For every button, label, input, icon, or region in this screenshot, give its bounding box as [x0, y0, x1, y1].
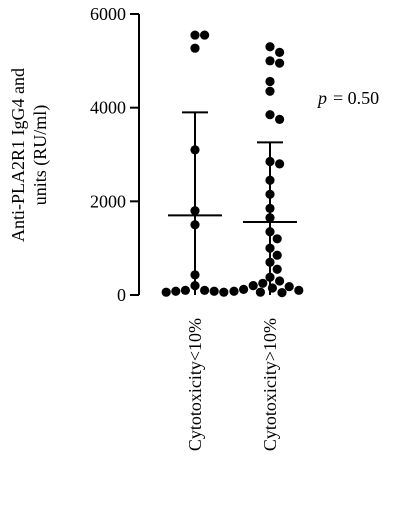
data-point — [275, 58, 285, 68]
data-point — [277, 288, 287, 298]
data-point — [272, 250, 282, 260]
data-point — [200, 30, 210, 40]
data-point — [200, 285, 210, 295]
data-point — [275, 47, 285, 58]
y-tick-label: 6000 — [90, 4, 126, 24]
annotation: p = 0.50 — [316, 88, 379, 108]
data-point — [284, 281, 294, 292]
data-point — [219, 287, 229, 297]
data-point — [265, 110, 275, 120]
y-label-line: Anti-PLA2R1 IgG4 and — [8, 68, 28, 242]
y-axis-label: Anti-PLA2R1 IgG4 and units (RU/ml) — [8, 68, 51, 242]
data-point — [265, 86, 275, 96]
x-tick-label: Cytotoxicity<10% — [185, 318, 205, 451]
y-tick-label: 0 — [117, 285, 126, 305]
y-tick-label: 4000 — [90, 98, 126, 118]
data-point — [265, 76, 275, 87]
data-point — [161, 287, 171, 297]
data-point — [265, 56, 275, 66]
annotation-variable: p — [316, 88, 327, 108]
x-tick-label: Cytotoxicity>10% — [260, 318, 280, 451]
data-point — [171, 286, 181, 296]
data-point — [190, 30, 200, 40]
data-point — [190, 43, 200, 53]
y-label-line: units (RU/ml) — [30, 105, 51, 206]
data-point — [229, 286, 239, 296]
data-point — [255, 287, 265, 297]
data-point — [239, 284, 249, 294]
data-point — [272, 264, 282, 274]
data-point — [272, 234, 282, 244]
data-point — [294, 285, 304, 295]
y-tick-label: 2000 — [90, 191, 126, 211]
data-point — [275, 114, 285, 124]
data-point — [258, 278, 268, 288]
data-point — [248, 281, 258, 291]
data-point — [275, 159, 285, 169]
data-point — [275, 276, 285, 286]
data-point — [180, 285, 190, 295]
annotation-text: = 0.50 — [333, 88, 379, 108]
data-point — [209, 286, 219, 296]
data-point — [265, 42, 275, 52]
